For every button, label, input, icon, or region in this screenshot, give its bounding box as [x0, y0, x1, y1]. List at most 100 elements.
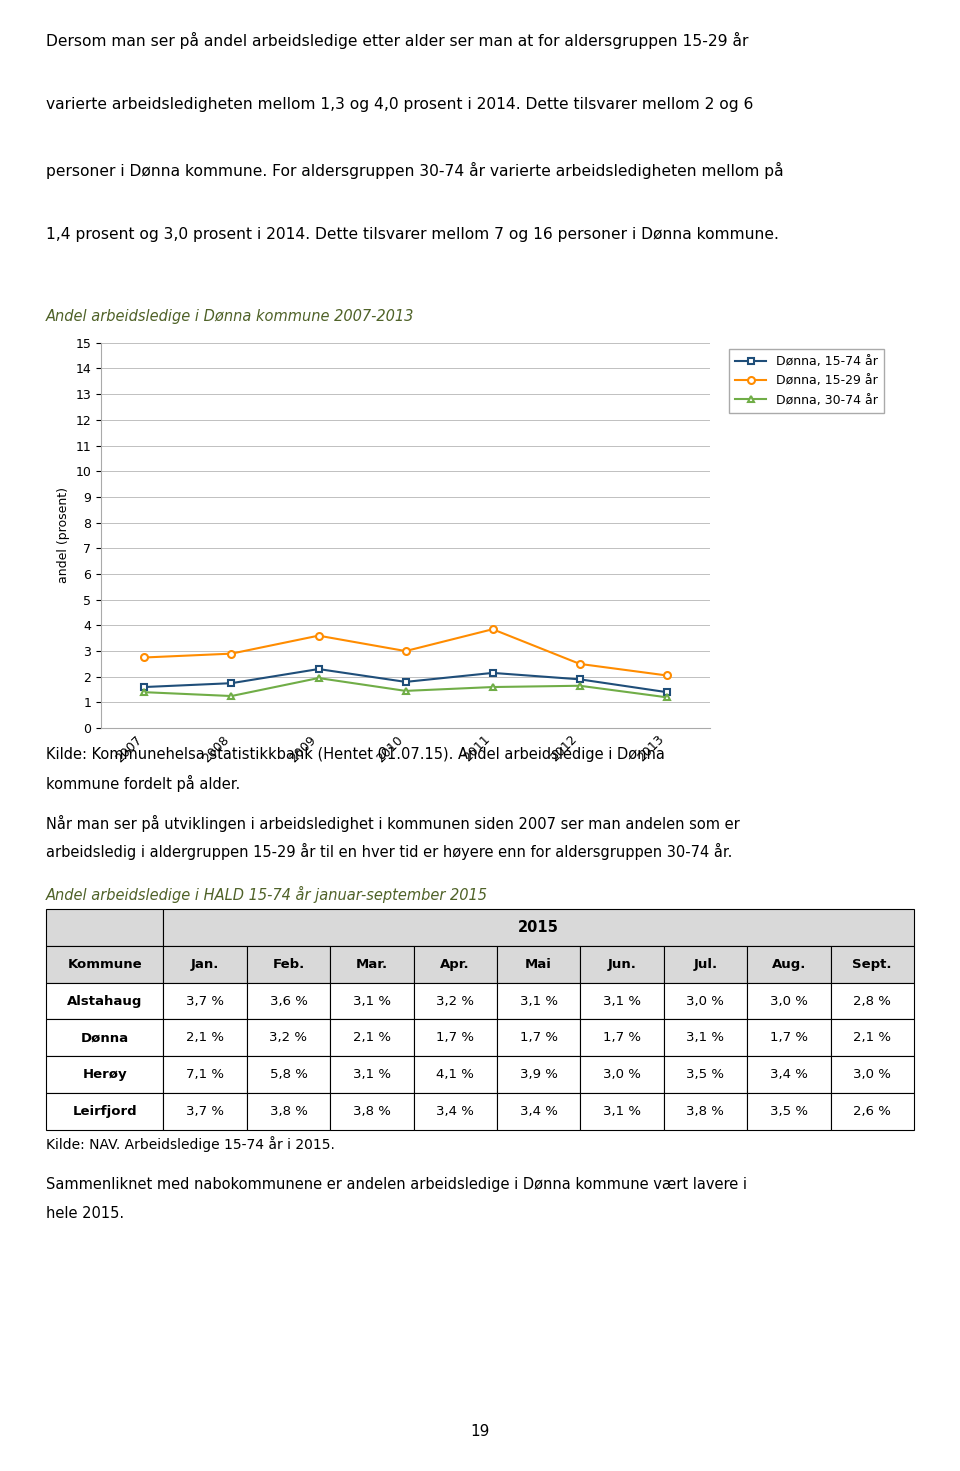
Text: Kilde: NAV. Arbeidsledige 15-74 år i 2015.: Kilde: NAV. Arbeidsledige 15-74 år i 201… — [46, 1136, 335, 1152]
Bar — [663, 946, 747, 983]
Dønna, 30-74 år — [138, 684, 150, 702]
Text: 3,0 %: 3,0 % — [770, 994, 807, 1008]
Text: 3,9 %: 3,9 % — [519, 1068, 558, 1081]
Text: Aug.: Aug. — [772, 958, 806, 971]
Text: 3,0 %: 3,0 % — [853, 1068, 891, 1081]
Text: Kommune: Kommune — [67, 958, 142, 971]
Text: Jun.: Jun. — [608, 958, 636, 971]
Bar — [46, 1093, 163, 1130]
Bar — [163, 1019, 247, 1056]
Text: 1,7 %: 1,7 % — [603, 1031, 641, 1044]
Dønna, 15-29 år — [661, 666, 673, 684]
Bar — [247, 1056, 330, 1093]
Text: 1,7 %: 1,7 % — [519, 1031, 558, 1044]
Text: Andel arbeidsledige i HALD 15-74 år januar-september 2015: Andel arbeidsledige i HALD 15-74 år janu… — [46, 886, 488, 903]
Text: 1,7 %: 1,7 % — [436, 1031, 474, 1044]
Dønna, 15-74 år — [487, 663, 498, 681]
Bar — [46, 1056, 163, 1093]
Text: hele 2015.: hele 2015. — [46, 1206, 124, 1221]
Dønna, 15-29 år — [138, 649, 150, 666]
Text: Andel arbeidsledige i Dønna kommune 2007-2013: Andel arbeidsledige i Dønna kommune 2007… — [46, 309, 415, 324]
Text: Sammenliknet med nabokommunene er andelen arbeidsledige i Dønna kommune vært lav: Sammenliknet med nabokommunene er andele… — [46, 1177, 747, 1192]
Bar — [46, 946, 163, 983]
Bar — [247, 1019, 330, 1056]
Bar — [163, 1093, 247, 1130]
Text: 1,4 prosent og 3,0 prosent i 2014. Dette tilsvarer mellom 7 og 16 personer i Døn: 1,4 prosent og 3,0 prosent i 2014. Dette… — [46, 227, 779, 241]
Bar — [830, 1093, 914, 1130]
Text: 3,0 %: 3,0 % — [686, 994, 725, 1008]
Bar — [330, 1093, 414, 1130]
Text: 3,8 %: 3,8 % — [270, 1105, 307, 1118]
Bar — [330, 983, 414, 1019]
Text: 19: 19 — [470, 1424, 490, 1439]
Text: 4,1 %: 4,1 % — [436, 1068, 474, 1081]
Text: 2,8 %: 2,8 % — [853, 994, 891, 1008]
Dønna, 15-74 år — [138, 678, 150, 696]
Text: Mar.: Mar. — [356, 958, 388, 971]
Text: Herøy: Herøy — [83, 1068, 127, 1081]
Dønna, 15-29 år — [487, 621, 498, 638]
Dønna, 15-74 år — [574, 671, 586, 688]
Text: 3,1 %: 3,1 % — [353, 994, 391, 1008]
Line: Dønna, 15-74 år: Dønna, 15-74 år — [141, 665, 670, 696]
Dønna, 15-74 år — [400, 674, 412, 691]
Text: arbeidsledig i aldergruppen 15-29 år til en hver tid er høyere enn for aldersgru: arbeidsledig i aldergruppen 15-29 år til… — [46, 843, 732, 861]
Bar — [830, 983, 914, 1019]
Bar — [747, 1056, 830, 1093]
Dønna, 30-74 år — [661, 688, 673, 706]
Text: 3,8 %: 3,8 % — [353, 1105, 391, 1118]
Text: Dersom man ser på andel arbeidsledige etter alder ser man at for aldersgruppen 1: Dersom man ser på andel arbeidsledige et… — [46, 32, 749, 50]
Text: 3,1 %: 3,1 % — [603, 994, 641, 1008]
Bar — [663, 1093, 747, 1130]
Text: 2,1 %: 2,1 % — [186, 1031, 224, 1044]
Text: 3,4 %: 3,4 % — [436, 1105, 474, 1118]
Text: Feb.: Feb. — [273, 958, 304, 971]
Text: Jul.: Jul. — [693, 958, 717, 971]
Bar — [747, 1019, 830, 1056]
Bar — [497, 946, 581, 983]
Bar — [414, 1093, 497, 1130]
Text: kommune fordelt på alder.: kommune fordelt på alder. — [46, 775, 240, 793]
Dønna, 30-74 år — [487, 678, 498, 696]
Bar — [497, 1019, 581, 1056]
Bar — [663, 1056, 747, 1093]
Bar — [414, 983, 497, 1019]
Text: Alstahaug: Alstahaug — [67, 994, 142, 1008]
Bar — [163, 983, 247, 1019]
Bar — [747, 983, 830, 1019]
Text: 3,4 %: 3,4 % — [519, 1105, 558, 1118]
Dønna, 15-29 år — [313, 627, 324, 644]
Text: personer i Dønna kommune. For aldersgruppen 30-74 år varierte arbeidsledigheten : personer i Dønna kommune. For aldersgrup… — [46, 162, 783, 179]
Text: Sept.: Sept. — [852, 958, 892, 971]
Text: 3,1 %: 3,1 % — [603, 1105, 641, 1118]
Text: Mai: Mai — [525, 958, 552, 971]
Text: 5,8 %: 5,8 % — [270, 1068, 307, 1081]
Text: 2,1 %: 2,1 % — [353, 1031, 391, 1044]
Dønna, 15-29 år — [400, 643, 412, 660]
Bar — [581, 1093, 663, 1130]
Bar — [497, 983, 581, 1019]
Text: 3,7 %: 3,7 % — [186, 994, 224, 1008]
Bar — [747, 946, 830, 983]
Text: 3,1 %: 3,1 % — [519, 994, 558, 1008]
Text: Apr.: Apr. — [441, 958, 470, 971]
Bar — [46, 1019, 163, 1056]
Dønna, 30-74 år — [574, 677, 586, 694]
Bar — [330, 1019, 414, 1056]
Text: 3,7 %: 3,7 % — [186, 1105, 224, 1118]
Bar — [163, 1056, 247, 1093]
Bar — [663, 983, 747, 1019]
Bar — [663, 1019, 747, 1056]
Bar — [247, 983, 330, 1019]
Bar — [414, 946, 497, 983]
Bar — [497, 1056, 581, 1093]
Bar — [830, 1056, 914, 1093]
Dønna, 15-29 år — [574, 655, 586, 672]
Text: 1,7 %: 1,7 % — [770, 1031, 807, 1044]
Bar — [414, 1019, 497, 1056]
Bar — [581, 983, 663, 1019]
Text: 3,8 %: 3,8 % — [686, 1105, 725, 1118]
Text: varierte arbeidsledigheten mellom 1,3 og 4,0 prosent i 2014. Dette tilsvarer mel: varierte arbeidsledigheten mellom 1,3 og… — [46, 97, 754, 112]
Text: Leirfjord: Leirfjord — [72, 1105, 137, 1118]
Bar — [330, 1056, 414, 1093]
